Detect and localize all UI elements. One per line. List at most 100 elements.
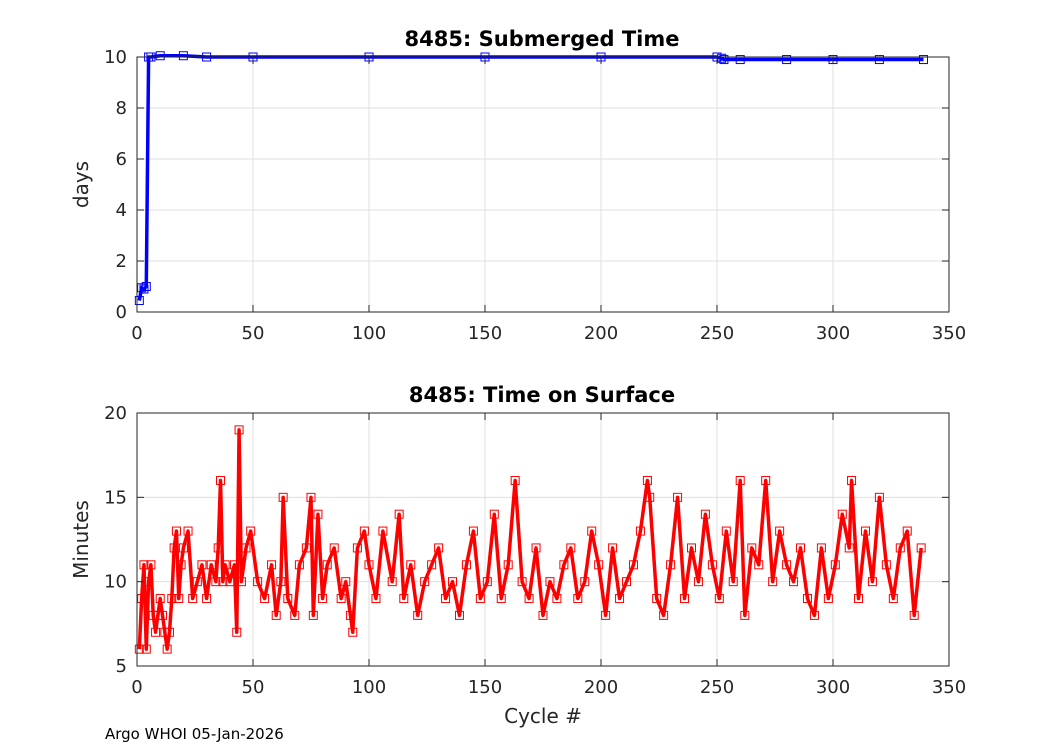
data-point — [160, 627, 170, 637]
data-point — [308, 610, 318, 620]
data-point — [796, 543, 806, 553]
data-point — [580, 577, 590, 587]
y-tick-label: 8 — [116, 98, 127, 119]
data-point — [489, 509, 499, 519]
data-point — [468, 526, 478, 536]
data-point — [594, 560, 604, 570]
data-point — [782, 560, 792, 570]
data-point — [164, 627, 174, 637]
data-point — [144, 577, 154, 587]
data-point — [278, 492, 288, 502]
data-point — [174, 594, 184, 604]
data-point — [167, 594, 177, 604]
data-point — [155, 51, 165, 61]
data-point — [615, 594, 625, 604]
data-point — [454, 610, 464, 620]
data-point — [538, 610, 548, 620]
axes-frame — [136, 56, 950, 313]
data-point — [322, 560, 332, 570]
data-point — [867, 577, 877, 587]
data-point — [673, 492, 683, 502]
x-tick-label: 300 — [816, 677, 850, 698]
data-point — [183, 526, 193, 536]
data-point — [218, 577, 228, 587]
data-point — [318, 594, 328, 604]
data-point — [153, 610, 163, 620]
data-point — [545, 577, 555, 587]
data-point — [306, 492, 316, 502]
data-point — [768, 577, 778, 587]
data-point — [139, 560, 149, 570]
data-point — [283, 594, 293, 604]
data-point — [461, 560, 471, 570]
data-point — [137, 283, 147, 293]
data-point — [141, 282, 151, 291]
data-point — [151, 627, 161, 637]
data-point — [909, 610, 919, 620]
data-point — [169, 543, 179, 553]
data-point — [148, 610, 158, 620]
data-point — [652, 594, 662, 604]
data-point — [503, 560, 513, 570]
y-tick-label: 15 — [104, 487, 127, 508]
x-tick-label: 200 — [584, 323, 618, 344]
data-point — [427, 560, 437, 570]
data-point — [267, 560, 277, 570]
data-point — [176, 560, 186, 570]
data-point — [236, 577, 246, 587]
data-point — [666, 560, 676, 570]
data-point — [188, 594, 198, 604]
x-tick-label: 250 — [700, 323, 734, 344]
data-point — [888, 594, 898, 604]
data-point — [475, 594, 485, 604]
data-point — [622, 577, 632, 587]
data-point — [782, 55, 792, 65]
data-point — [232, 627, 242, 637]
data-point — [895, 543, 905, 553]
y-tick-label: 10 — [104, 47, 127, 68]
data-point — [246, 526, 256, 536]
data-point — [146, 560, 156, 570]
data-point — [789, 577, 799, 587]
time-on-surface-chart: 0 50 100 150 200 250 300 350 5 10 15 20 8485: Time o… — [69, 383, 966, 728]
data-point — [628, 560, 638, 570]
data-point — [482, 577, 492, 587]
chart-title: 8485: Submerged Time — [404, 27, 679, 51]
data-point — [837, 509, 847, 519]
data-point — [448, 577, 458, 587]
y-tick-label: 5 — [116, 656, 127, 677]
data-point — [854, 594, 864, 604]
data-point — [171, 526, 181, 536]
data-point — [874, 55, 884, 65]
y-axis-label: days — [69, 161, 93, 208]
data-point — [253, 577, 263, 587]
data-point — [348, 627, 358, 637]
y-tick-label: 20 — [104, 403, 127, 424]
data-point — [345, 610, 355, 620]
data-point — [352, 543, 362, 553]
data-point — [216, 475, 226, 485]
data-point — [276, 577, 286, 587]
data-point — [241, 543, 251, 553]
data-point — [260, 594, 270, 604]
data-point — [608, 543, 618, 553]
data-point — [747, 543, 757, 553]
data-point — [406, 560, 416, 570]
data-point — [139, 284, 149, 294]
data-point — [740, 610, 750, 620]
data-point — [844, 543, 854, 553]
data-point — [754, 560, 764, 570]
data-point — [693, 577, 703, 587]
data-point — [816, 543, 826, 553]
x-tick-label: 350 — [932, 323, 966, 344]
data-point — [552, 594, 562, 604]
data-point — [134, 644, 144, 654]
data-point — [441, 594, 451, 604]
x-tick-label: 0 — [131, 677, 142, 698]
data-point — [680, 594, 690, 604]
x-tick-label: 250 — [700, 677, 734, 698]
data-point — [211, 577, 221, 587]
data-point — [881, 560, 891, 570]
data-point — [735, 55, 745, 65]
data-point — [301, 543, 311, 553]
